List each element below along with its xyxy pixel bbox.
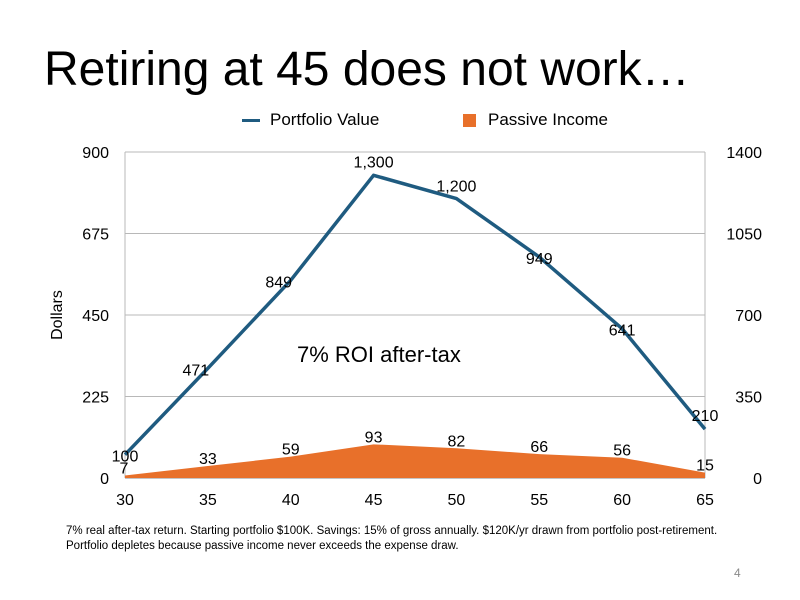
passive-income-data-label: 66	[530, 439, 548, 456]
x-tick-label: 30	[116, 492, 134, 509]
passive-income-data-label: 33	[199, 451, 217, 468]
portfolio-value-data-label: 641	[609, 323, 636, 340]
legend-line-portfolio-value	[242, 118, 260, 122]
portfolio-value-data-label: 210	[692, 408, 719, 425]
portfolio-value-data-label: 849	[265, 274, 292, 291]
x-tick-label: 55	[530, 492, 548, 509]
portfolio-value-line	[123, 173, 707, 456]
legend-item-portfolio-value: Portfolio Value	[242, 110, 379, 130]
slide-title: Retiring at 45 does not work…	[44, 43, 690, 96]
y-left-tick-label: 675	[82, 227, 109, 244]
portfolio-value-data-label: 471	[183, 362, 210, 379]
y-right-tick-label: 350	[735, 390, 762, 407]
y-right-tick-label: 700	[735, 308, 762, 325]
portfolio-value-data-label: 949	[526, 251, 553, 268]
y-left-tick-label: 450	[82, 308, 109, 325]
x-tick-label: 45	[365, 492, 383, 509]
passive-income-data-label: 59	[282, 442, 300, 459]
page-number: 4	[734, 566, 741, 580]
x-tick-label: 65	[696, 492, 714, 509]
legend-item-passive-income: Passive Income	[463, 110, 608, 130]
y-left-tick-label: 900	[82, 145, 109, 162]
x-tick-label: 40	[282, 492, 300, 509]
x-tick-label: 35	[199, 492, 217, 509]
portfolio-value-data-label: 100	[112, 449, 139, 466]
y-right-tick-label: 1050	[726, 227, 762, 244]
y-left-tick-label: 225	[82, 390, 109, 407]
passive-income-data-label: 7	[120, 460, 129, 477]
portfolio-value-data-label: 1,300	[354, 154, 394, 171]
y-axis-title: Dollars	[49, 290, 66, 340]
roi-annotation: 7% ROI after-tax	[297, 342, 461, 367]
y-right-tick-label: 0	[753, 471, 762, 488]
legend-label-passive-income: Passive Income	[488, 110, 608, 129]
legend-label-portfolio-value: Portfolio Value	[270, 110, 380, 129]
portfolio-value-data-label: 1,200	[436, 179, 476, 196]
y-left-tick-label: 0	[100, 471, 109, 488]
footnote: 7% real after-tax return. Starting portf…	[66, 525, 718, 552]
passive-income-area	[125, 444, 705, 478]
legend-swatch-passive-income	[463, 113, 476, 127]
passive-income-data-label: 15	[696, 458, 714, 475]
x-tick-label: 60	[613, 492, 631, 509]
passive-income-data-label: 56	[613, 443, 631, 460]
passive-income-data-label: 93	[365, 429, 383, 446]
passive-income-data-label: 82	[448, 433, 466, 450]
chart-legend: Portfolio Value Passive Income	[0, 110, 800, 132]
x-tick-label: 50	[448, 492, 466, 509]
y-right-tick-label: 1400	[726, 145, 762, 162]
